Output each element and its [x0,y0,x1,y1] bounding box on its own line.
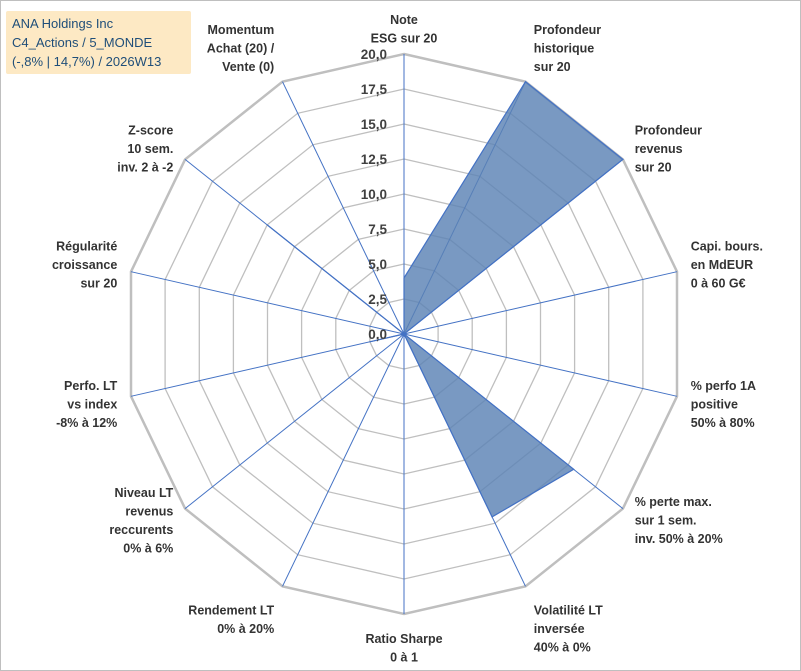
axis-label: Capi. bours. en MdEUR 0 à 60 G€ [691,240,763,291]
axis-label-line: Perfo. LT [64,379,118,393]
axis-label: Profondeur historique sur 20 [534,23,601,74]
axis-label: Ratio Sharpe 0 à 1 [365,632,442,665]
axis-label: Régularité croissance sur 20 [52,240,117,291]
axis-label-line: inversée [534,622,585,636]
axis-label: Profondeur revenus sur 20 [635,123,702,174]
axis-label-line: historique [534,42,594,56]
title-category: C4_Actions / 5_MONDE [12,35,153,50]
axis-spoke [282,81,405,335]
axis-label-line: Profondeur [534,23,601,37]
tick-label: 10,0 [361,187,387,202]
axis-label-line: Vente (0) [222,60,274,74]
tick-label: 17,5 [361,82,388,97]
axis-label: Note ESG sur 20 [371,13,438,46]
axis-spoke [282,333,405,587]
axis-spoke [130,271,405,335]
axis-label-line: Profondeur [635,123,702,137]
axis-spoke [403,271,678,335]
axis-label: Niveau LT revenus reccurents 0% à 6% [109,486,173,556]
axis-label: Rendement LT 0% à 20% [188,603,274,636]
axis-label-line: Note [390,13,418,27]
axis-label-line: -8% à 12% [56,416,117,430]
axis-label-line: inv. 2 à -2 [117,160,173,174]
axis-label-line: % perte max. [635,495,712,509]
axis-label: % perte max. sur 1 sem. inv. 50% à 20% [635,495,723,546]
axis-label-line: Niveau LT [114,486,173,500]
axis-label-line: positive [691,397,738,411]
axis-label: Volatilité LT inversée 40% à 0% [534,603,603,654]
axis-label-line: sur 1 sem. [635,514,697,528]
axis-label-line: ESG sur 20 [371,32,438,46]
axis-label-line: revenus [635,142,683,156]
axis-label-line: 0 à 1 [390,651,418,665]
axis-label-line: Capi. bours. [691,240,763,254]
axis-spoke [184,333,405,509]
axis-label-line: % perfo 1A [691,379,756,393]
series-polygon [266,80,624,518]
axis-label-line: 10 sem. [127,142,173,156]
tick-label: 0,0 [368,327,387,342]
tick-label: 7,5 [368,222,387,237]
chart-title-box: ANA Holdings Inc C4_Actions / 5_MONDE (-… [6,11,191,74]
axis-label-line: reccurents [109,523,173,537]
axis-label-line: sur 20 [80,277,117,291]
axis-label-line: Volatilité LT [534,603,603,617]
axis-labels: Note ESG sur 20 Profondeur historique sur 20… [52,13,763,665]
axis-label-line: 0% à 20% [217,622,274,636]
axis-spoke [403,333,678,397]
axis-label: Perfo. LT vs index -8% à 12% [56,379,118,430]
tick-label: 15,0 [361,117,387,132]
axis-label-line: sur 20 [534,60,571,74]
axis-label-line: Z-score [128,123,173,137]
axis-label-line: 40% à 0% [534,640,591,654]
axis-label-line: sur 20 [635,160,672,174]
title-company: ANA Holdings Inc [12,16,114,31]
axis-label-line: 50% à 80% [691,416,755,430]
tick-label: 5,0 [368,257,387,272]
axis-label-line: revenus [125,504,173,518]
title-period: (-,8% | 14,7%) / 2026W13 [12,54,162,69]
axis-label-line: Ratio Sharpe [365,632,442,646]
axis-label-line: croissance [52,258,117,272]
axis-label: % perfo 1A positive 50% à 80% [691,379,756,430]
axis-label-line: Momentum [208,23,275,37]
tick-label: 12,5 [361,152,388,167]
axis-label: Momentum Achat (20) / Vente (0) [207,23,275,74]
axis-label-line: Régularité [56,240,117,254]
axis-label-line: vs index [67,397,117,411]
axis-label: Z-score 10 sem. inv. 2 à -2 [117,123,173,174]
tick-label: 2,5 [368,292,387,307]
axis-label-line: Achat (20) / [207,42,275,56]
axis-label-line: Rendement LT [188,603,274,617]
axis-label-line: 0 à 60 G€ [691,277,746,291]
tick-labels: 0,0 2,5 5,0 7,5 10,0 12,5 15,0 17,5 20,0 [361,47,388,342]
axis-label-line: en MdEUR [691,258,754,272]
series-area [266,80,624,518]
tick-label: 20,0 [361,47,387,62]
axis-label-line: inv. 50% à 20% [635,532,723,546]
axis-spoke [130,333,405,397]
axis-label-line: 0% à 6% [123,541,173,555]
